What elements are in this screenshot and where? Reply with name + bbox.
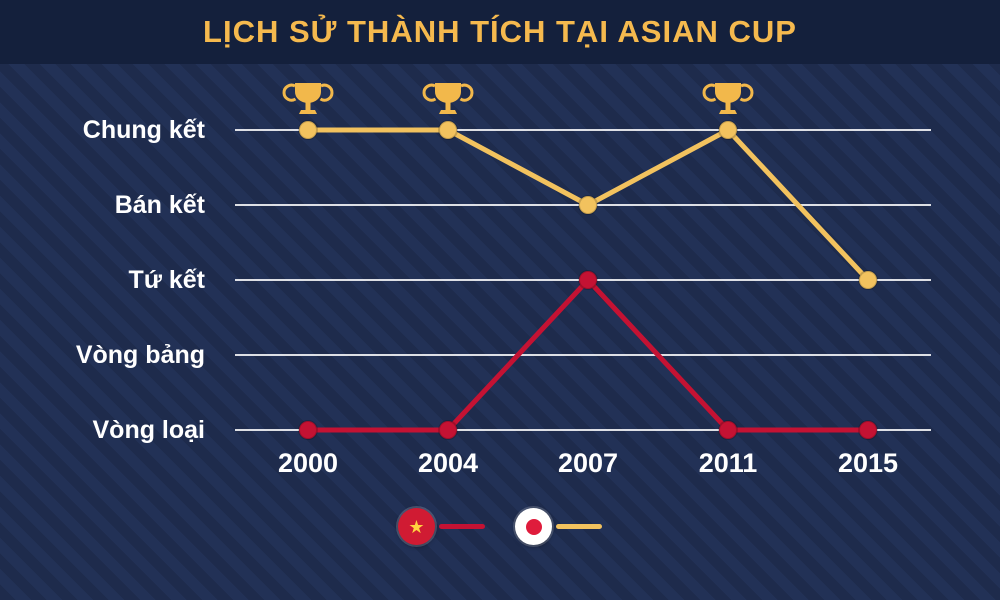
- y-axis-label: Chung kết: [82, 116, 205, 144]
- x-axis-label: 2011: [698, 448, 758, 478]
- trophy-icon: [282, 83, 334, 114]
- japan-flag-icon: [515, 508, 552, 545]
- legend-item-japan: [515, 508, 602, 545]
- y-axis-label: Bán kết: [114, 191, 205, 219]
- grid-line: [235, 129, 931, 131]
- star-icon: ★: [408, 516, 425, 537]
- y-axis-label: Tứ kết: [128, 266, 205, 294]
- japan-sun-icon: [525, 518, 542, 535]
- x-axis-label: 2015: [837, 448, 899, 478]
- y-axis-label: Vòng bảng: [75, 341, 205, 369]
- x-axis-label: 2007: [557, 448, 619, 478]
- grid-line: [235, 429, 931, 431]
- x-axis-label: 2000: [277, 448, 339, 478]
- legend: ★: [0, 508, 1000, 545]
- vietnam-flag-icon: ★: [398, 508, 435, 545]
- title-bar: LỊCH SỬ THÀNH TÍCH TẠI ASIAN CUP: [0, 0, 1000, 64]
- x-axis-label: 2004: [417, 448, 479, 478]
- japan-line-swatch: [556, 524, 602, 529]
- trophy-icon: [702, 83, 754, 114]
- y-axis-label: Vòng loại: [92, 416, 206, 444]
- grid-line: [235, 354, 931, 356]
- legend-item-vietnam: ★: [398, 508, 485, 545]
- trophy-icon: [422, 83, 474, 114]
- grid-line: [235, 279, 931, 281]
- chart-title: LỊCH SỬ THÀNH TÍCH TẠI ASIAN CUP: [203, 14, 797, 49]
- grid-line: [235, 204, 931, 206]
- vietnam-line-swatch: [439, 524, 485, 529]
